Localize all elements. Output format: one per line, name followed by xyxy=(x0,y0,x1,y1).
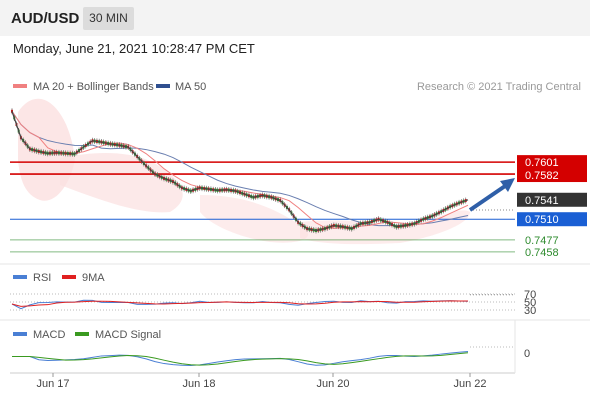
level-tag-0.7601: 0.7601 xyxy=(525,157,559,169)
rsi-ma-legend-label: 9MA xyxy=(82,272,105,284)
macd-signal-legend-swatch xyxy=(75,332,89,336)
chart-datetime: Monday, June 21, 2021 10:28:47 PM CET xyxy=(13,41,255,56)
level-tag-bg-0.7510 xyxy=(517,212,587,227)
bollinger-band-4 xyxy=(300,210,470,245)
macd-legend-swatch xyxy=(13,332,27,336)
ma50-legend-label: MA 50 xyxy=(175,81,206,93)
rsi-30-label: 30 xyxy=(524,305,536,317)
x-tick-label: Jun 17 xyxy=(36,378,69,390)
credit-label: Research © 2021 Trading Central xyxy=(417,81,581,93)
price-levels xyxy=(10,161,515,253)
forecast-arrow-line xyxy=(468,182,510,212)
macd-signal-legend-label: MACD Signal xyxy=(95,329,161,341)
level-tag-bg-0.7541 xyxy=(517,192,587,207)
chart-header: AUD/USD 30 MIN xyxy=(0,0,590,36)
timeframe-button[interactable]: 30 MIN xyxy=(83,7,134,30)
ma20-legend-label: MA 20 + Bollinger Bands xyxy=(33,81,154,93)
price-line xyxy=(11,111,469,232)
x-axis-ticks: Jun 17 Jun 18 Jun 20 Jun 22 xyxy=(36,373,487,390)
level-tag-0.7458: 0.7458 xyxy=(525,247,559,259)
x-tick-label: Jun 22 xyxy=(453,378,486,390)
level-tag-0.7541: 0.7541 xyxy=(525,195,559,207)
level-tag-0.7582: 0.7582 xyxy=(525,170,559,182)
rsi-ma-line xyxy=(11,300,468,307)
symbol-label: AUD/USD xyxy=(11,10,80,27)
rsi-legend-label: RSI xyxy=(33,272,51,284)
rsi-legend-swatch xyxy=(13,275,27,279)
level-tag-bg-0.7582 xyxy=(517,168,587,183)
ma20-legend-swatch xyxy=(13,84,27,88)
forecast-arrow-head xyxy=(500,178,515,192)
level-tag-0.7510: 0.7510 xyxy=(525,214,559,226)
macd-zero-label: 0 xyxy=(524,348,530,360)
rsi-50-label: 50 xyxy=(524,297,536,309)
macd-line xyxy=(12,351,469,367)
rsi-ma-legend-swatch xyxy=(62,275,76,279)
rsi-70-label: 70 xyxy=(524,289,536,301)
macd-legend-label: MACD xyxy=(33,329,65,341)
level-tag-0.7477: 0.7477 xyxy=(525,235,559,247)
x-tick-label: Jun 20 xyxy=(316,378,349,390)
bollinger-band-2 xyxy=(60,153,183,213)
x-tick-label: Jun 18 xyxy=(182,378,215,390)
level-tag-bg-0.7601 xyxy=(517,155,587,170)
macd-signal-line xyxy=(12,352,469,366)
ma50-legend-swatch xyxy=(156,84,170,88)
